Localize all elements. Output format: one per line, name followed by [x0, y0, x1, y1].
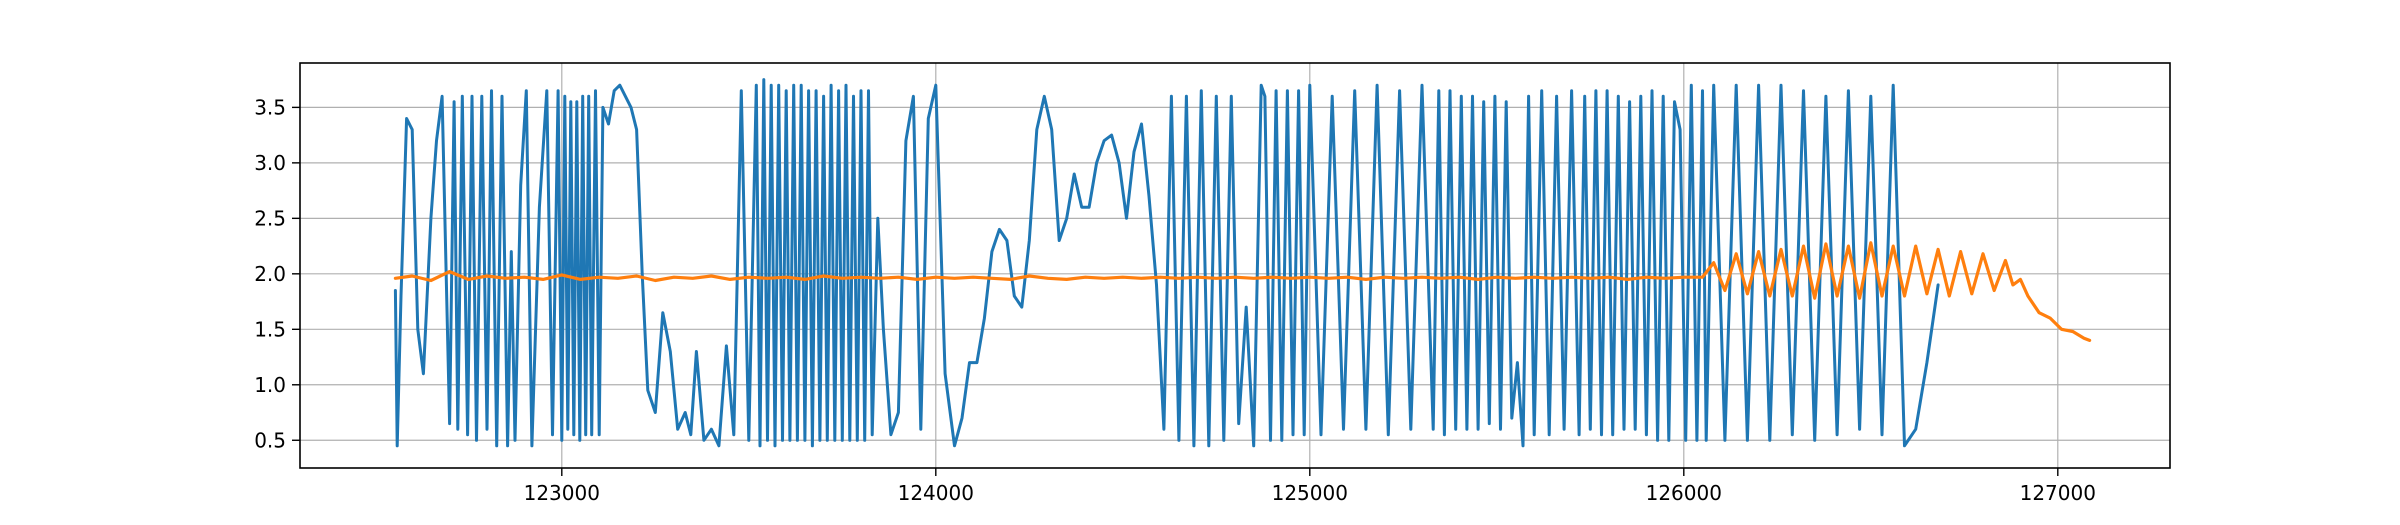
ticks: 123000 124000 125000 126000 127000 0.5 1.0 1.5 2… — [254, 95, 2096, 505]
plot-frame — [299, 62, 2171, 469]
x-tick-label: 125000 — [1272, 481, 1348, 505]
series-1-line — [393, 78, 1940, 448]
y-tick-label: 1.5 — [254, 317, 286, 341]
y-tick-label: 0.5 — [254, 428, 286, 452]
x-tick-label: 127000 — [2020, 481, 2096, 505]
y-tick-label: 2.0 — [254, 262, 286, 286]
y-tick-label: 3.0 — [254, 151, 286, 175]
x-tick-label: 124000 — [898, 481, 974, 505]
y-tick-label: 2.5 — [254, 206, 286, 230]
x-tick-label: 123000 — [524, 481, 600, 505]
y-tick-label: 1.0 — [254, 373, 286, 397]
series-layer — [393, 78, 2092, 448]
axes — [299, 62, 2171, 469]
x-tick-label: 126000 — [1646, 481, 1722, 505]
series-2-line — [393, 241, 2092, 342]
y-tick-label: 3.5 — [254, 95, 286, 119]
